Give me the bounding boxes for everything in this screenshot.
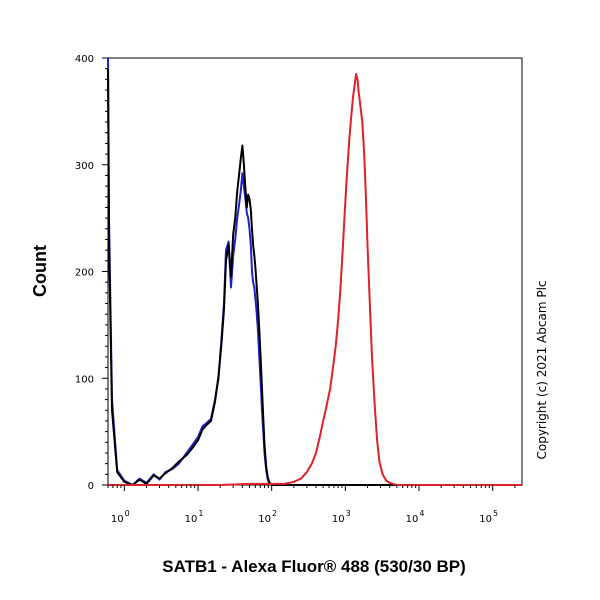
x-tick-label: 101: [185, 509, 204, 525]
x-axis-label: SATB1 - Alexa Fluor® 488 (530/30 BP): [162, 557, 466, 576]
x-tick-label: 105: [479, 509, 498, 525]
x-tick-exponent: 1: [198, 509, 203, 518]
plot-frame: [107, 57, 523, 486]
x-tick-exponent: 3: [346, 509, 351, 518]
series-group: [107, 57, 522, 486]
histogram-series-3: [108, 73, 522, 486]
x-tick-exponent: 4: [419, 509, 424, 518]
copyright-annotation: Copyright (c) 2021 Abcam Plc: [535, 280, 549, 459]
y-tick-label: 300: [75, 161, 94, 172]
plot-area: [107, 57, 523, 486]
x-tick-label: 104: [406, 509, 425, 525]
x-tick-exponent: 2: [272, 509, 277, 518]
y-tick-label: 100: [75, 374, 94, 385]
x-tick-label: 102: [258, 509, 277, 525]
histogram-series-1: [107, 57, 522, 486]
x-tick-label: 103: [332, 509, 351, 525]
x-tick-label: 100: [111, 509, 130, 525]
x-tick-exponent: 5: [493, 509, 498, 518]
y-axis-ticks: 0 100 200 300 400: [75, 54, 108, 492]
y-axis-label: Count: [30, 245, 50, 297]
histogram-series-2: [107, 68, 522, 486]
y-tick-label: 0: [88, 481, 94, 492]
y-tick-label: 400: [75, 54, 94, 65]
x-tick-exponent: 0: [125, 509, 130, 518]
y-tick-label: 200: [75, 268, 94, 279]
